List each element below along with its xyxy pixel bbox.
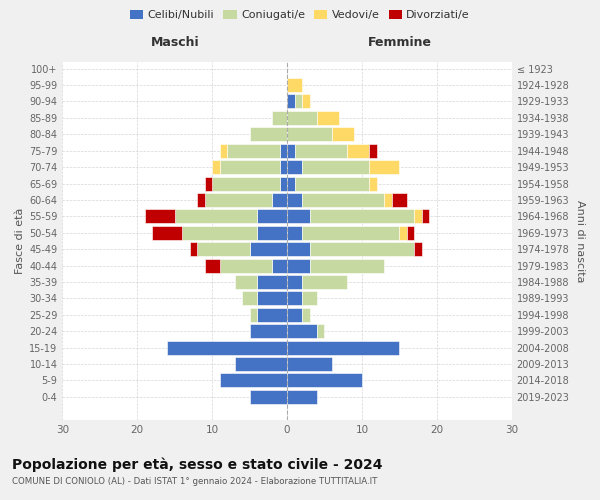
Bar xyxy=(182,226,257,239)
Bar xyxy=(392,193,407,207)
Bar xyxy=(145,210,175,224)
Bar xyxy=(302,275,347,289)
Bar xyxy=(235,357,287,371)
Bar xyxy=(287,94,295,108)
Bar xyxy=(287,193,302,207)
Bar xyxy=(257,210,287,224)
Bar xyxy=(242,292,257,306)
Bar xyxy=(205,193,272,207)
Bar xyxy=(190,242,197,256)
Bar xyxy=(287,226,302,239)
Bar xyxy=(287,242,310,256)
Bar xyxy=(250,128,287,141)
Bar xyxy=(220,144,227,158)
Bar xyxy=(287,128,332,141)
Bar xyxy=(235,275,257,289)
Bar xyxy=(272,111,287,125)
Bar xyxy=(370,176,377,190)
Bar xyxy=(407,226,415,239)
Bar xyxy=(415,210,422,224)
Bar xyxy=(175,210,257,224)
Bar xyxy=(287,78,302,92)
Bar xyxy=(227,144,280,158)
Bar xyxy=(317,111,340,125)
Bar xyxy=(310,210,415,224)
Bar xyxy=(287,292,302,306)
Bar xyxy=(287,324,317,338)
Text: Popolazione per età, sesso e stato civile - 2024: Popolazione per età, sesso e stato civil… xyxy=(12,458,383,472)
Bar xyxy=(332,128,355,141)
Bar xyxy=(287,176,295,190)
Bar xyxy=(257,308,287,322)
Bar xyxy=(287,258,310,272)
Bar xyxy=(302,193,385,207)
Bar xyxy=(152,226,182,239)
Bar xyxy=(415,242,422,256)
Bar xyxy=(302,308,310,322)
Bar xyxy=(212,160,220,174)
Bar xyxy=(167,340,287,354)
Bar xyxy=(287,144,295,158)
Bar xyxy=(287,357,332,371)
Bar xyxy=(220,374,287,388)
Bar xyxy=(310,258,385,272)
Bar xyxy=(257,275,287,289)
Bar xyxy=(250,390,287,404)
Bar xyxy=(370,144,377,158)
Legend: Celibi/Nubili, Coniugati/e, Vedovi/e, Divorziati/e: Celibi/Nubili, Coniugati/e, Vedovi/e, Di… xyxy=(125,6,475,25)
Bar xyxy=(295,94,302,108)
Bar xyxy=(295,176,370,190)
Bar xyxy=(205,176,212,190)
Bar xyxy=(400,226,407,239)
Bar xyxy=(250,324,287,338)
Bar xyxy=(220,258,272,272)
Bar xyxy=(287,160,302,174)
Bar xyxy=(197,242,250,256)
Bar xyxy=(280,176,287,190)
Bar xyxy=(287,374,362,388)
Bar xyxy=(250,242,287,256)
Bar xyxy=(370,160,400,174)
Bar xyxy=(310,242,415,256)
Bar xyxy=(422,210,430,224)
Bar xyxy=(197,193,205,207)
Bar xyxy=(287,111,317,125)
Bar xyxy=(280,144,287,158)
Bar xyxy=(220,160,280,174)
Bar xyxy=(302,160,370,174)
Bar xyxy=(287,275,302,289)
Text: Femmine: Femmine xyxy=(367,36,431,49)
Bar xyxy=(287,308,302,322)
Bar xyxy=(347,144,370,158)
Text: COMUNE DI CONIOLO (AL) - Dati ISTAT 1° gennaio 2024 - Elaborazione TUTTITALIA.IT: COMUNE DI CONIOLO (AL) - Dati ISTAT 1° g… xyxy=(12,478,377,486)
Bar xyxy=(272,258,287,272)
Bar xyxy=(205,258,220,272)
Text: Maschi: Maschi xyxy=(151,36,199,49)
Bar xyxy=(272,193,287,207)
Bar xyxy=(302,226,400,239)
Bar xyxy=(280,160,287,174)
Bar xyxy=(257,226,287,239)
Bar xyxy=(257,292,287,306)
Bar xyxy=(287,210,310,224)
Bar xyxy=(287,340,400,354)
Bar xyxy=(302,292,317,306)
Y-axis label: Fasce di età: Fasce di età xyxy=(15,208,25,274)
Y-axis label: Anni di nascita: Anni di nascita xyxy=(575,200,585,282)
Bar xyxy=(287,390,317,404)
Bar xyxy=(385,193,392,207)
Bar xyxy=(295,144,347,158)
Bar xyxy=(250,308,257,322)
Bar xyxy=(317,324,325,338)
Bar xyxy=(212,176,280,190)
Bar xyxy=(302,94,310,108)
